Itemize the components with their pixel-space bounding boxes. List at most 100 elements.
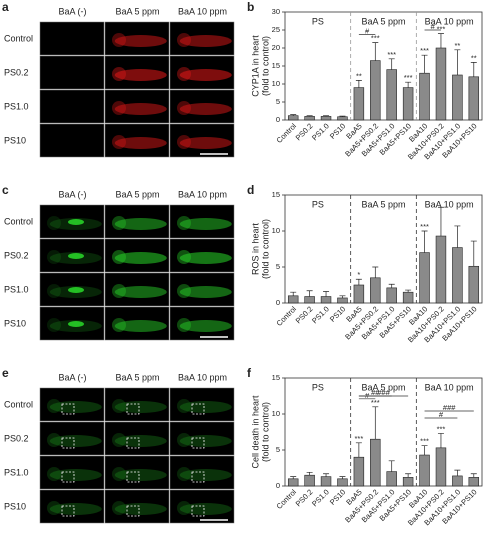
larva-head: [112, 67, 126, 81]
bar: [337, 297, 348, 304]
bar: [320, 116, 332, 121]
column-header: BaA 5 ppm: [115, 372, 159, 382]
roi-box: [61, 471, 75, 483]
significance-stars: ***: [420, 46, 429, 55]
larva-head: [112, 501, 126, 515]
error-bar: [421, 230, 428, 253]
roi-box: [61, 403, 75, 415]
x-tick-label: PS0.2: [294, 487, 315, 508]
bar: [435, 47, 447, 121]
larva-body: [114, 218, 167, 230]
larva-body: [179, 103, 232, 115]
bar: [287, 295, 299, 304]
larva-body: [114, 137, 167, 149]
y-tick-label: 15: [272, 61, 280, 70]
bar: [468, 265, 480, 304]
larva-head: [112, 135, 126, 149]
micrograph: [169, 421, 235, 456]
significance-stars: ***: [371, 34, 380, 43]
error-bar: [290, 476, 297, 479]
larva-head: [177, 216, 191, 230]
x-tick-label: PS10: [328, 304, 347, 323]
larva-head: [47, 318, 61, 332]
bar: [370, 277, 381, 304]
significance-label: ###: [377, 388, 390, 397]
row-label: PS0.2: [4, 67, 29, 77]
error-bar: [339, 476, 346, 479]
micrograph: [104, 489, 170, 524]
larva-body: [114, 286, 167, 298]
row-label: PS0.2: [4, 433, 29, 443]
column-header: BaA (-): [58, 189, 86, 199]
section-label: BaA 10 ppm: [425, 16, 474, 26]
larva-head: [177, 33, 191, 47]
y-tick-label: 0: [276, 115, 280, 124]
significance-stars: ***: [437, 424, 446, 433]
bar: [304, 116, 315, 121]
x-tick-label: Control: [275, 487, 299, 511]
y-tick-label: 5: [276, 445, 280, 454]
error-bar: [306, 290, 313, 297]
significance-stars: **: [471, 53, 477, 62]
larva-head: [47, 250, 61, 264]
micrograph: [39, 89, 105, 124]
micrograph: [169, 204, 235, 239]
bar: [452, 475, 463, 487]
bar: [419, 454, 430, 487]
micrograph: [39, 123, 105, 158]
micrograph: [39, 21, 105, 56]
panel-letter: b: [247, 0, 254, 14]
bar: [287, 115, 299, 121]
bar: [402, 291, 414, 304]
larva-head: [177, 433, 191, 447]
y-tick-label: 0: [276, 298, 280, 307]
significance-label: #: [365, 27, 370, 36]
larva-head: [177, 67, 191, 81]
error-bar: [355, 442, 362, 458]
section-label: PS: [312, 199, 324, 209]
significance-stars: ***: [387, 50, 396, 59]
error-bar: [437, 433, 444, 448]
significance-label: ###: [443, 403, 456, 412]
error-bar: [339, 115, 346, 117]
bar: [370, 60, 381, 121]
micrograph: [104, 306, 170, 341]
larva-body: [114, 252, 167, 264]
micrograph: [104, 123, 170, 158]
bar: [468, 477, 480, 487]
micrograph: [39, 387, 105, 422]
bar: [353, 456, 365, 487]
larva-head: [177, 284, 191, 298]
column-header: BaA (-): [58, 372, 86, 382]
bar: [386, 471, 397, 487]
signal: [68, 321, 84, 327]
error-bar: [290, 114, 297, 116]
significance-stars: ***: [371, 398, 380, 407]
row-label: Control: [4, 216, 33, 226]
error-bar: [421, 445, 428, 456]
column-header: BaA 5 ppm: [115, 6, 159, 16]
row-label: PS10: [4, 135, 26, 145]
error-bar: [437, 206, 444, 237]
plot-frame: [284, 377, 483, 487]
roi-box: [191, 471, 205, 483]
larva-head: [177, 101, 191, 115]
larva-body: [179, 218, 232, 230]
bar: [452, 247, 463, 304]
significance-label: #: [365, 391, 370, 400]
larva-head: [177, 467, 191, 481]
roi-box: [126, 471, 140, 483]
larva-body: [179, 320, 232, 332]
larva-head: [112, 399, 126, 413]
error-bar: [355, 278, 362, 285]
error-bar: [405, 81, 412, 88]
micrograph: [104, 21, 170, 56]
error-bar: [372, 406, 379, 440]
section-label: BaA 10 ppm: [425, 199, 474, 209]
significance-stars: ***: [437, 25, 446, 34]
error-bar: [421, 54, 428, 74]
error-bar: [470, 62, 477, 77]
larva-head: [112, 216, 126, 230]
roi-box: [61, 437, 75, 449]
section-label: BaA 5 ppm: [361, 382, 405, 392]
